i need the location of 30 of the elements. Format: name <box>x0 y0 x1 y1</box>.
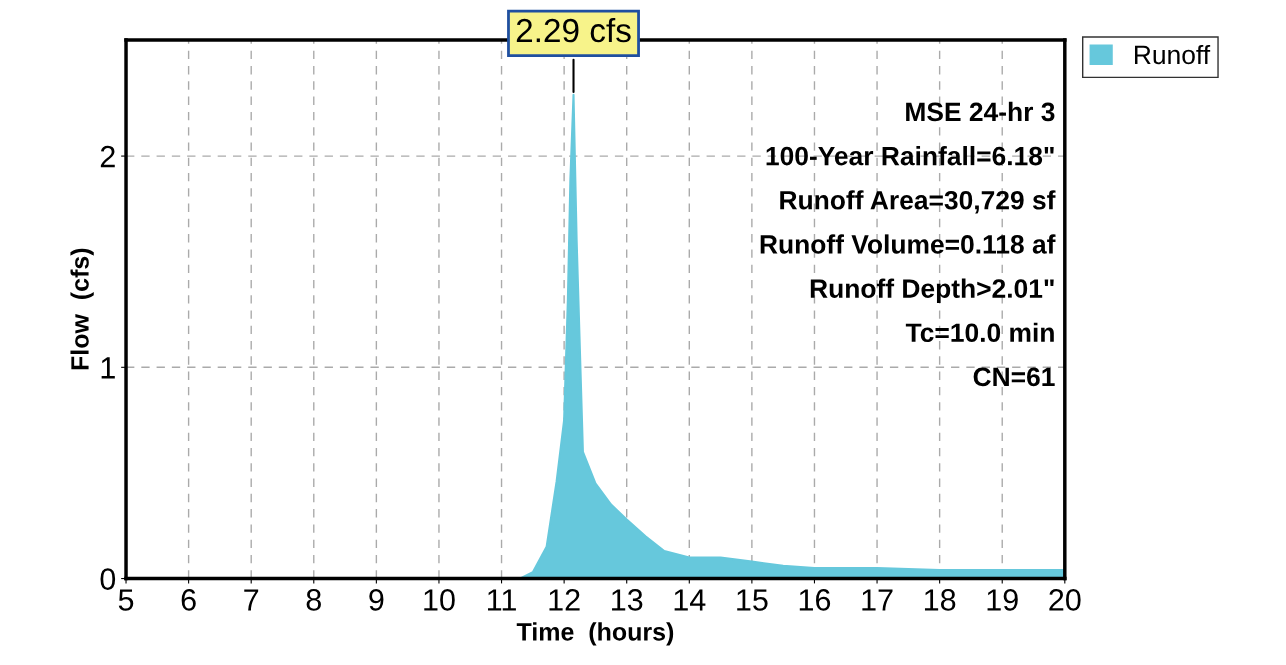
x-tick-label: 14 <box>674 589 706 611</box>
x-axis-title: Time (hours) <box>516 622 674 646</box>
annotation: Tc=10.0 min <box>905 322 1054 343</box>
y-tick-label: 1 <box>101 357 115 379</box>
annotation: Runoff Depth>2.01" <box>810 278 1054 304</box>
x-tick-label: 7 <box>244 589 259 611</box>
x-tick-label: 6 <box>181 589 196 611</box>
legend-label: Runoff <box>1135 44 1211 65</box>
x-tick-label: 20 <box>1049 589 1081 611</box>
x-tick-label: 13 <box>612 589 643 611</box>
y-tick-label: 0 <box>100 568 116 590</box>
y-tick-label: 2 <box>100 145 115 168</box>
x-tick-label: 9 <box>369 589 384 611</box>
annotation: Runoff Area=30,729 sf <box>780 190 1056 214</box>
annotation: 2.29 cfs <box>516 17 631 43</box>
x-tick-label: 15 <box>737 589 768 611</box>
x-tick-label: 10 <box>424 589 455 611</box>
annotation: 100-Year Rainfall=6.18" <box>766 146 1054 166</box>
x-tick-label: 8 <box>306 589 321 611</box>
x-tick-label: 11 <box>488 589 516 611</box>
y-axis-title: Flow (cfs) <box>70 248 94 370</box>
x-tick-label: 12 <box>549 589 580 611</box>
x-tick-label: 19 <box>987 589 1018 611</box>
x-tick-label: 17 <box>862 589 893 611</box>
annotation: Runoff Volume=0.118 af <box>760 234 1056 254</box>
x-tick-label: 18 <box>924 589 956 611</box>
x-tick-label: 16 <box>799 589 831 611</box>
x-tick-label: 5 <box>118 589 134 611</box>
annotation: MSE 24-hr 3 <box>906 101 1055 122</box>
annotation: CN=61 <box>973 367 1055 387</box>
